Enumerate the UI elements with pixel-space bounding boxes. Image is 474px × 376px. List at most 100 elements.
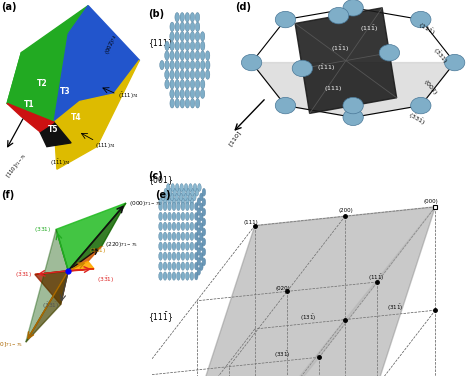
Circle shape xyxy=(159,252,163,260)
Polygon shape xyxy=(139,207,435,376)
Circle shape xyxy=(185,202,189,211)
Circle shape xyxy=(185,212,189,221)
Text: $[110]_{T1-T5}$: $[110]_{T1-T5}$ xyxy=(4,151,29,180)
Circle shape xyxy=(172,252,176,260)
Circle shape xyxy=(195,32,200,41)
Polygon shape xyxy=(56,203,126,271)
Circle shape xyxy=(163,202,167,211)
Circle shape xyxy=(445,55,465,71)
Circle shape xyxy=(201,70,205,79)
Circle shape xyxy=(197,218,201,226)
Circle shape xyxy=(159,212,163,221)
Circle shape xyxy=(175,61,179,70)
Circle shape xyxy=(166,193,169,201)
Circle shape xyxy=(202,188,206,196)
Circle shape xyxy=(191,22,195,32)
Circle shape xyxy=(181,198,185,206)
Circle shape xyxy=(179,193,182,201)
Circle shape xyxy=(172,212,176,221)
Polygon shape xyxy=(35,269,94,274)
Circle shape xyxy=(181,212,185,221)
Circle shape xyxy=(200,213,203,221)
Circle shape xyxy=(177,198,180,206)
Circle shape xyxy=(186,188,190,196)
Circle shape xyxy=(185,41,190,51)
Circle shape xyxy=(163,262,167,270)
Circle shape xyxy=(163,222,167,230)
Circle shape xyxy=(185,12,190,22)
Circle shape xyxy=(292,60,312,77)
Circle shape xyxy=(195,80,200,89)
Circle shape xyxy=(172,272,176,280)
Circle shape xyxy=(180,89,184,99)
Circle shape xyxy=(175,183,179,191)
Circle shape xyxy=(163,242,167,250)
Circle shape xyxy=(195,188,199,196)
Circle shape xyxy=(194,243,198,250)
Circle shape xyxy=(190,242,194,250)
Circle shape xyxy=(163,272,167,280)
Circle shape xyxy=(191,41,195,51)
Circle shape xyxy=(170,99,174,108)
Circle shape xyxy=(164,188,167,196)
Polygon shape xyxy=(252,62,455,117)
Circle shape xyxy=(165,61,169,70)
Circle shape xyxy=(191,188,194,196)
Circle shape xyxy=(195,41,200,51)
Circle shape xyxy=(200,193,203,201)
Circle shape xyxy=(163,232,167,240)
Circle shape xyxy=(202,238,206,246)
Circle shape xyxy=(176,202,180,211)
Circle shape xyxy=(201,41,205,51)
Circle shape xyxy=(201,51,205,60)
Circle shape xyxy=(170,32,174,41)
Text: $(11\bar{1})$: $(11\bar{1})$ xyxy=(360,24,379,34)
Text: $\{001\}$: $\{001\}$ xyxy=(148,174,174,186)
Circle shape xyxy=(190,272,194,280)
Text: $(000)_{T1-T5}$: $(000)_{T1-T5}$ xyxy=(129,199,162,208)
Polygon shape xyxy=(68,246,101,271)
Circle shape xyxy=(379,45,400,61)
Circle shape xyxy=(175,12,179,22)
Circle shape xyxy=(162,193,165,201)
Circle shape xyxy=(194,252,198,260)
Circle shape xyxy=(168,272,172,280)
Polygon shape xyxy=(295,8,397,114)
Polygon shape xyxy=(54,6,139,122)
Circle shape xyxy=(200,203,203,211)
Polygon shape xyxy=(26,271,68,342)
Circle shape xyxy=(410,97,431,114)
Polygon shape xyxy=(7,6,88,122)
Circle shape xyxy=(195,99,200,108)
Circle shape xyxy=(168,222,172,230)
Circle shape xyxy=(185,242,189,250)
Circle shape xyxy=(195,51,200,60)
Polygon shape xyxy=(54,34,114,122)
Text: (d): (d) xyxy=(235,2,251,12)
Circle shape xyxy=(181,202,185,211)
Circle shape xyxy=(159,262,163,270)
Circle shape xyxy=(185,89,190,99)
Circle shape xyxy=(159,222,163,230)
Polygon shape xyxy=(35,271,68,305)
Circle shape xyxy=(176,232,180,240)
Circle shape xyxy=(202,228,206,236)
Circle shape xyxy=(206,61,210,70)
Circle shape xyxy=(159,242,163,250)
Circle shape xyxy=(194,223,198,230)
Circle shape xyxy=(193,183,197,191)
Circle shape xyxy=(170,193,174,201)
Text: $(\bar{3}31)$: $(\bar{3}31)$ xyxy=(15,270,32,279)
Circle shape xyxy=(159,202,163,211)
Circle shape xyxy=(275,97,296,114)
Circle shape xyxy=(200,263,203,270)
Circle shape xyxy=(160,61,164,70)
Circle shape xyxy=(190,70,194,79)
Circle shape xyxy=(201,89,205,99)
Circle shape xyxy=(165,70,169,79)
Circle shape xyxy=(180,12,184,22)
Circle shape xyxy=(190,12,194,22)
Circle shape xyxy=(184,193,187,201)
Circle shape xyxy=(200,243,203,250)
Circle shape xyxy=(181,262,185,270)
